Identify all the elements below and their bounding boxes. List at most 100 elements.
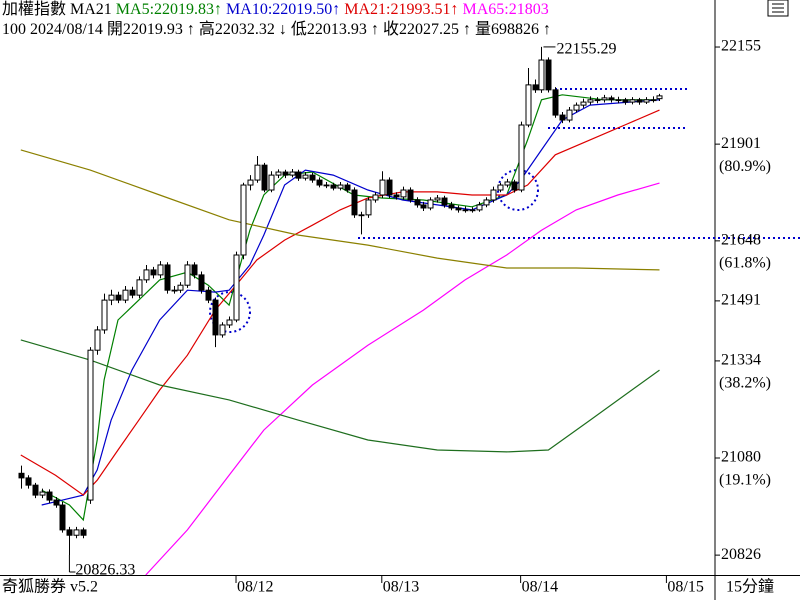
candle-body [636, 99, 643, 103]
candle-body [157, 264, 164, 276]
info-item: 開22019.93 [106, 21, 183, 38]
candle-body [552, 89, 559, 116]
x-tick-label: 08/12 [237, 579, 273, 596]
info-item: 低22013.93 [290, 21, 367, 38]
ma-lines [20, 94, 660, 576]
info-item: 高22032.32 [198, 21, 275, 38]
candle-body [59, 504, 66, 531]
y-tick-label: 21334 [721, 352, 761, 369]
candle-body [650, 99, 657, 102]
candle-body [434, 197, 441, 201]
candle-body [407, 189, 414, 201]
highlight-circle [209, 291, 251, 333]
candle-body [143, 269, 150, 281]
candles [18, 46, 663, 555]
ma-line [20, 149, 660, 271]
timeframe: 15分鐘 [726, 578, 774, 596]
candle-body [386, 179, 393, 196]
x-tick-label: 08/14 [522, 579, 558, 596]
legend-arrow: ↑ [332, 1, 341, 18]
candle-body [261, 164, 268, 191]
y-tick-label: 22155 [721, 38, 761, 55]
annotation: 20826.33 [75, 562, 135, 579]
candle-body [344, 184, 351, 191]
candle-body [573, 104, 580, 111]
candle-body [566, 109, 573, 121]
y-tick-label: 21080 [721, 449, 761, 466]
candle-body [87, 349, 94, 501]
candle-body [80, 529, 87, 536]
candle-body [129, 289, 136, 296]
candle-body [309, 174, 316, 181]
info-item: 量698826 [474, 21, 539, 38]
candle-body [25, 477, 32, 486]
y-tick-label: 21648 [721, 232, 761, 249]
ma-line [145, 182, 660, 576]
fib-label: (61.8%) [719, 255, 771, 272]
candle-body [316, 179, 323, 186]
candle-body [400, 189, 407, 198]
candle-body [101, 299, 108, 331]
candle-body [393, 194, 400, 198]
info-item: 2024/08/14 [30, 21, 103, 38]
candle-body [66, 529, 73, 536]
candle-body [184, 264, 191, 286]
candle-body [115, 294, 122, 301]
candle-body [247, 179, 254, 186]
y-tick-label: 21901 [721, 135, 761, 152]
highlight-circle [497, 169, 539, 211]
fib-label: (38.2%) [719, 375, 771, 392]
y-tick-label: 21491 [721, 292, 761, 309]
candle-body [289, 171, 296, 176]
candle-body [525, 84, 532, 126]
candle-body [191, 264, 198, 276]
candle-body [39, 491, 46, 496]
candle-body [615, 99, 622, 102]
candle-body [643, 99, 650, 103]
fib-label: (80.9%) [719, 158, 771, 175]
candle-body [559, 114, 566, 121]
x-tick-label: 08/13 [383, 579, 419, 596]
candle-body [462, 209, 469, 212]
candle-body [330, 184, 337, 189]
candle-body [150, 269, 157, 276]
candle-body [18, 472, 25, 479]
candle-body [379, 179, 386, 196]
header-info: 100 2024/08/14 開22019.93 ↑ 高22032.32 ↓ 低22013.… [2, 20, 766, 40]
candle-body [337, 184, 344, 189]
candle-body [594, 99, 601, 102]
candle-body [240, 184, 247, 256]
x-tick-label: 08/15 [667, 579, 703, 596]
candle-body [282, 171, 289, 176]
candle-body [497, 184, 504, 191]
info-item: ↑ [370, 21, 379, 38]
guides [209, 88, 800, 333]
indicator: MA21 [70, 1, 112, 18]
candle-body [622, 99, 629, 103]
candle-body [53, 499, 60, 506]
candle-body [122, 289, 129, 301]
candle-body [108, 294, 115, 301]
candle-body [448, 204, 455, 209]
candle-body [608, 97, 615, 101]
fib-label: (19.1%) [719, 472, 771, 489]
candle-body [441, 197, 448, 206]
candle-body [538, 59, 545, 91]
candle-body [476, 204, 483, 211]
header-ma: 加權指數 MA21 MA5:22019.83↑ MA10:22019.50↑ MA21:… [2, 0, 766, 20]
candle-body [254, 164, 261, 181]
candle-body [94, 329, 101, 351]
candle-body [504, 181, 511, 186]
candle-body [198, 274, 205, 291]
y-tick-label: 20826 [721, 546, 761, 563]
info-item: ↑ [542, 21, 551, 38]
candle-body [323, 184, 330, 187]
info-item: ↓ [278, 21, 287, 38]
candle-body [302, 174, 309, 179]
candle-body [219, 324, 226, 336]
candle-body [532, 84, 539, 91]
candle-body [171, 289, 178, 292]
legend-entry: MA10:22019.50 [226, 1, 333, 18]
candle-body [420, 204, 427, 209]
chart-title: 加權指數 [2, 1, 67, 18]
